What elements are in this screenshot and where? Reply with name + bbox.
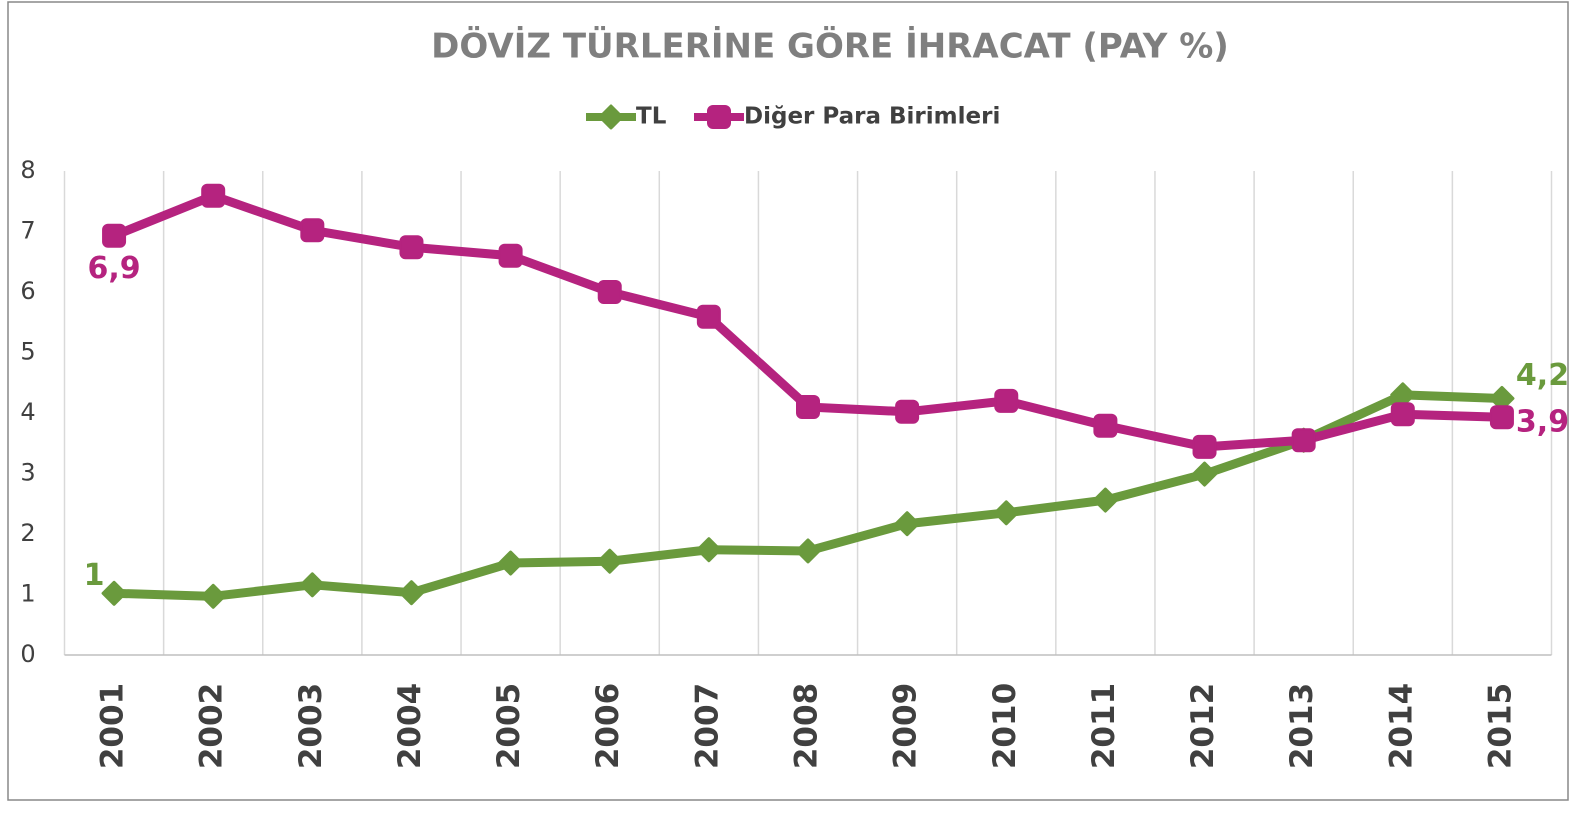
x-tick-label: 2012 [1185, 683, 1221, 769]
x-tick-label: 2014 [1383, 683, 1419, 769]
data-point [398, 580, 424, 606]
data-point [993, 500, 1019, 526]
y-tick-label: 7 [20, 217, 35, 245]
data-point [795, 538, 821, 564]
data-point [498, 243, 523, 268]
y-tick-label: 1 [20, 580, 35, 608]
data-point [200, 583, 226, 609]
data-point [1291, 428, 1316, 453]
data-point [299, 572, 325, 598]
data-point [102, 223, 127, 248]
data-point [796, 394, 820, 419]
data-label: 6,9 [87, 251, 140, 286]
data-point [1093, 413, 1118, 438]
data-point [597, 548, 623, 574]
data-point [696, 304, 721, 329]
x-tick-label: 2002 [194, 683, 230, 769]
legend-label: TL [636, 104, 667, 130]
legend-marker [598, 104, 624, 130]
data-point [1390, 402, 1415, 427]
x-tick-label: 2013 [1284, 683, 1320, 769]
data-label: 3,9 [1516, 405, 1569, 440]
data-point [1192, 461, 1218, 487]
x-tick-label: 2001 [95, 683, 131, 769]
data-point [399, 235, 424, 260]
x-tick-label: 2005 [491, 683, 527, 769]
legend-marker [707, 105, 731, 129]
chart-border [7, 1, 1569, 801]
data-point [1192, 434, 1217, 459]
data-point [101, 580, 127, 606]
legend-label: Diğer Para Birimleri [744, 104, 1000, 130]
x-tick-label: 2010 [987, 683, 1023, 769]
data-point [498, 550, 524, 576]
y-tick-label: 4 [20, 398, 35, 426]
y-tick-label: 3 [20, 459, 35, 487]
x-tick-label: 2007 [689, 683, 725, 769]
data-point [696, 537, 722, 563]
data-point [597, 280, 622, 304]
x-tick-label: 2011 [1086, 683, 1122, 769]
data-point [300, 218, 325, 243]
data-label: 1 [84, 558, 105, 593]
chart-title: DÖVİZ TÜRLERİNE GÖRE İHRACAT (PAY %) [431, 26, 1229, 67]
y-tick-label: 8 [20, 156, 35, 184]
data-point [201, 183, 226, 208]
y-tick-label: 2 [20, 519, 35, 547]
data-point [1092, 487, 1118, 513]
data-point [894, 511, 920, 537]
x-tick-label: 2004 [392, 683, 428, 769]
data-point [994, 388, 1019, 413]
data-point [895, 399, 920, 424]
data-label: 4,2 [1516, 358, 1569, 393]
x-tick-label: 2006 [590, 683, 626, 769]
y-tick-label: 0 [20, 640, 35, 668]
x-tick-label: 2015 [1482, 683, 1518, 769]
x-tick-label: 2008 [789, 683, 825, 769]
y-tick-label: 6 [20, 277, 35, 305]
x-tick-label: 2009 [888, 683, 924, 769]
y-tick-label: 5 [20, 338, 35, 366]
data-point [1489, 405, 1514, 430]
x-tick-label: 2003 [293, 683, 329, 769]
